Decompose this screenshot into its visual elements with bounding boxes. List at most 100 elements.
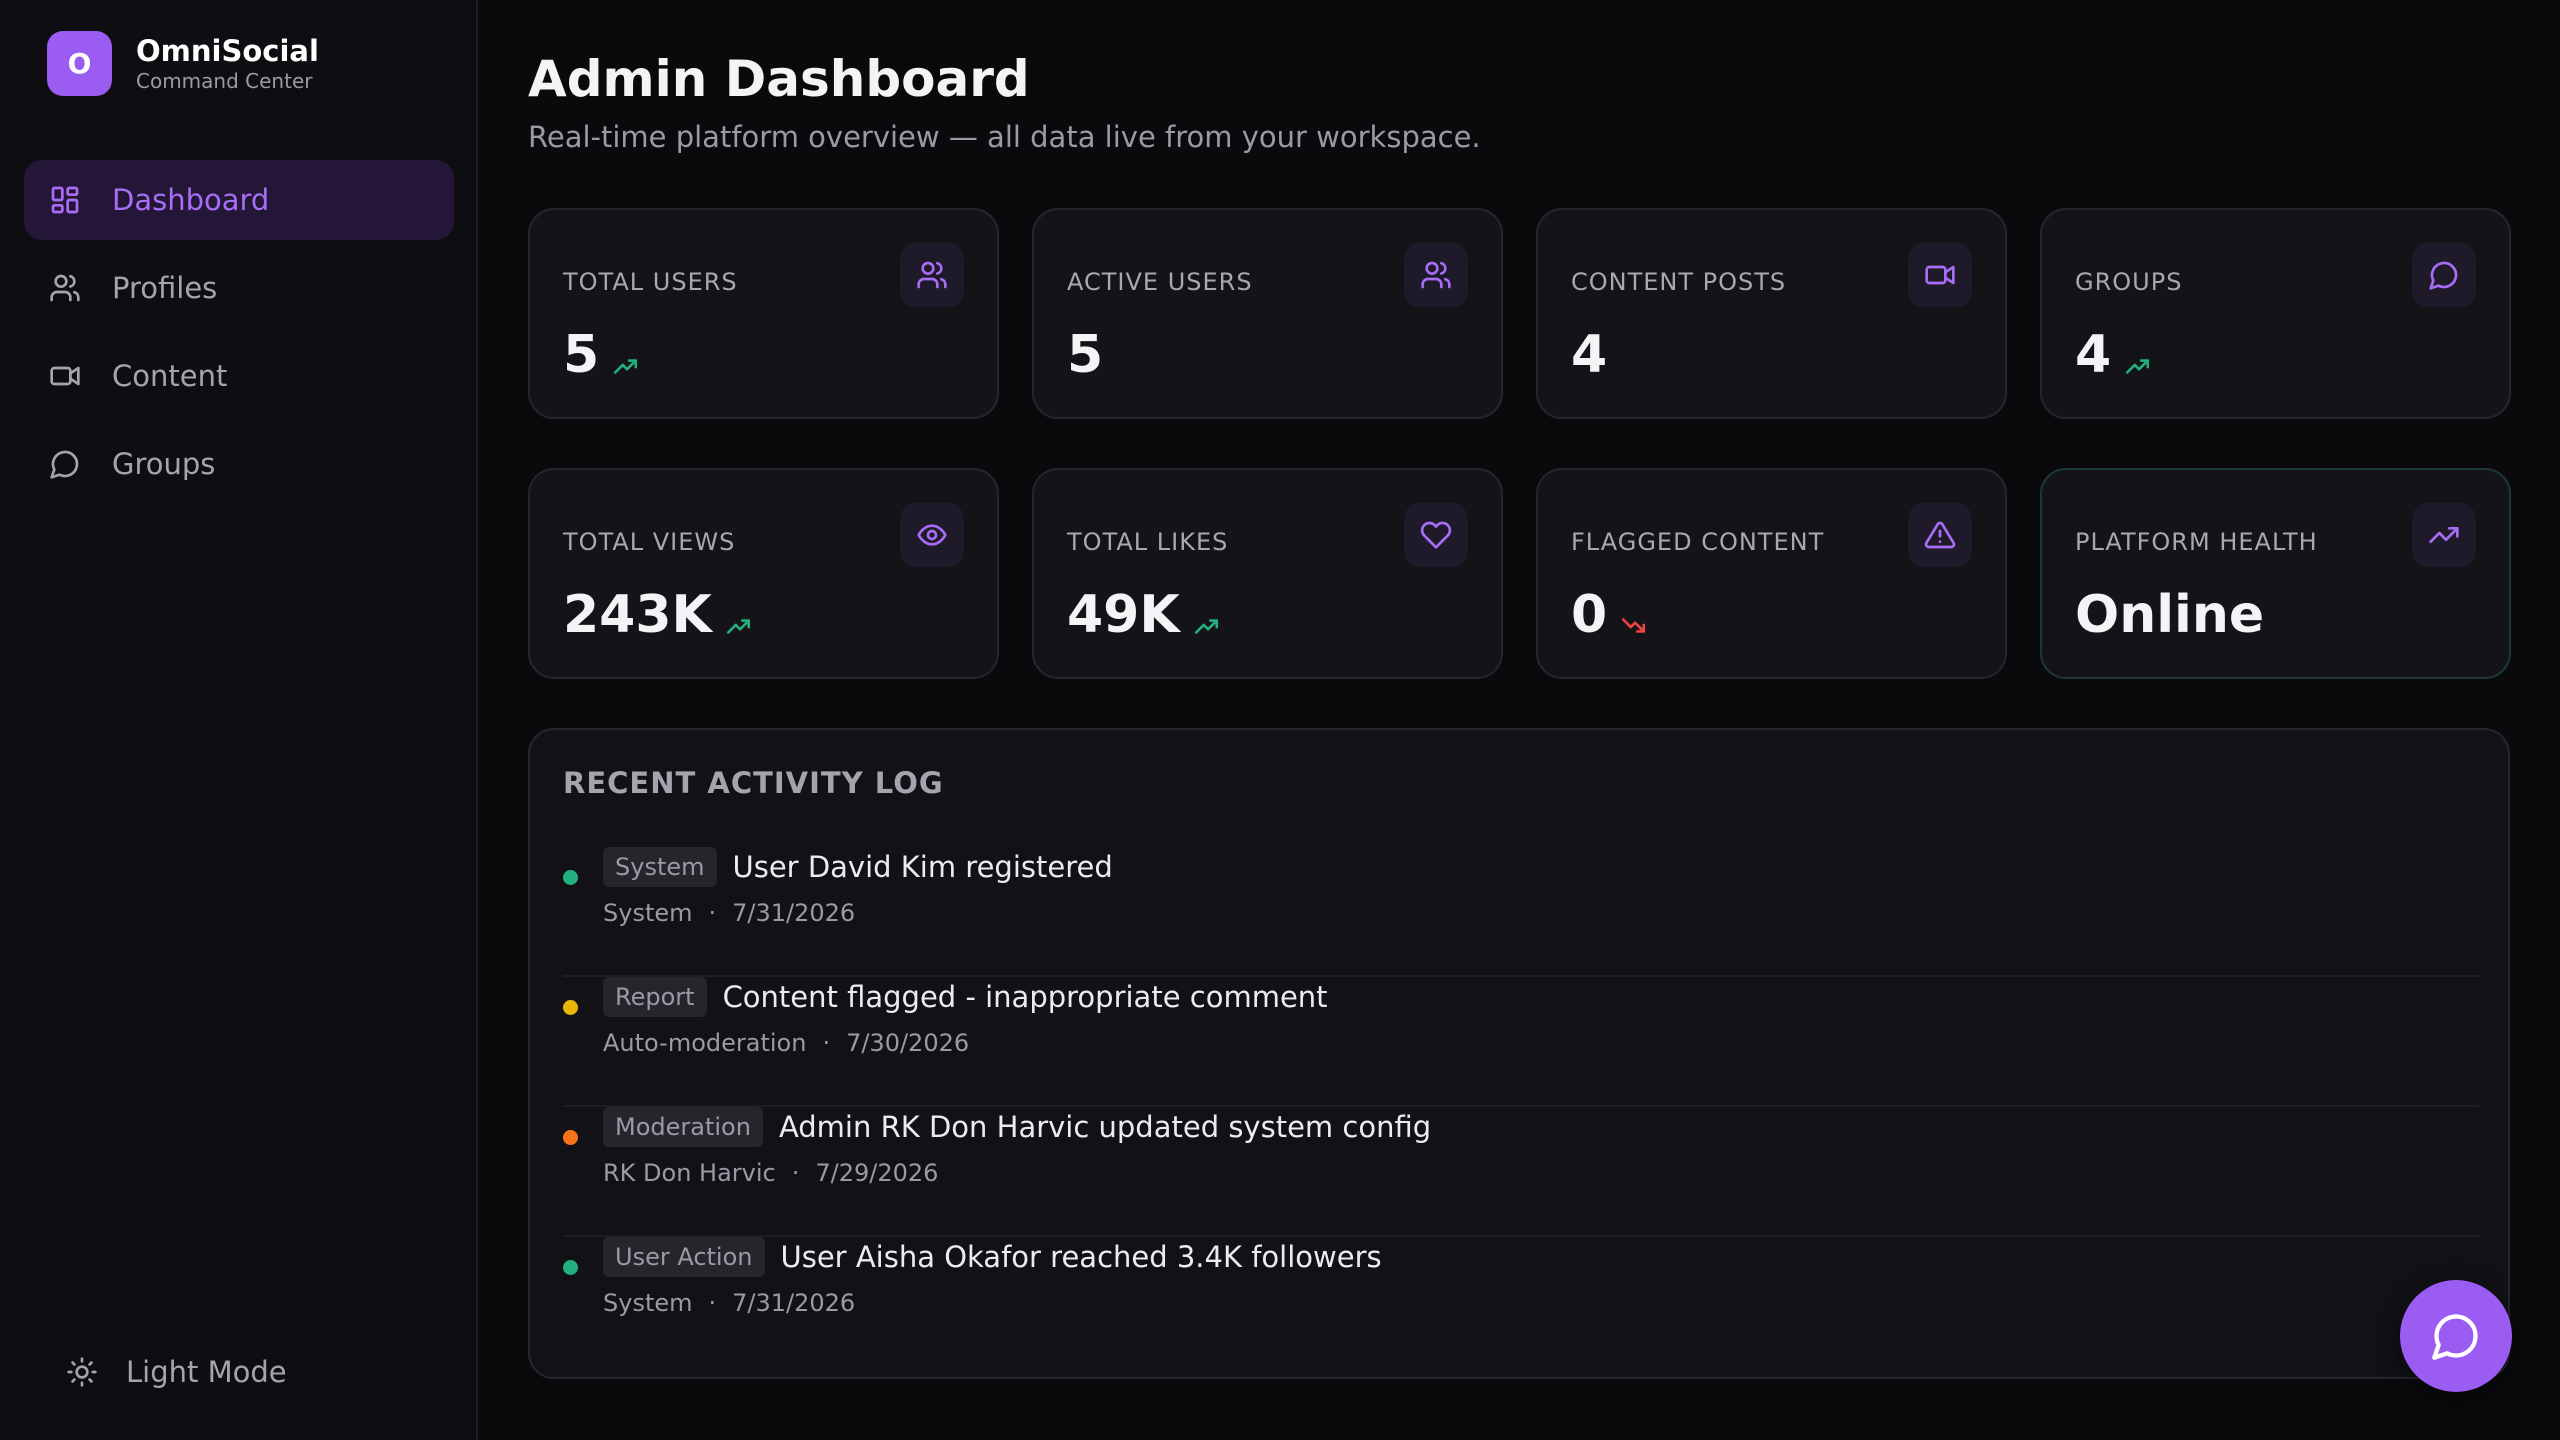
log-tag: Report [603, 977, 707, 1017]
log-line: Report Content flagged - inappropriate c… [603, 977, 1328, 1017]
log-date: 7/31/2026 [732, 1289, 856, 1317]
list-item[interactable]: System User David Kim registered System ·… [563, 847, 2479, 977]
stat-value: 5 [1067, 325, 1103, 385]
sidebar-item-profiles[interactable]: Profiles [24, 248, 454, 328]
stat-value: 5 [563, 325, 639, 385]
stat-label: Content Posts [1571, 268, 1787, 296]
log-source: RK Don Harvic [603, 1159, 776, 1187]
activity-log-list: System User David Kim registered System ·… [563, 847, 2479, 1367]
status-dot [563, 1000, 578, 1015]
stat-value-text: 0 [1571, 585, 1608, 645]
stat-label: Total Users [563, 268, 738, 296]
sun-icon [67, 1357, 97, 1387]
trend-up-icon [726, 619, 750, 634]
sidebar-item-groups[interactable]: Groups [24, 424, 454, 504]
status-dot [563, 1130, 578, 1145]
stat-card-flagged-content: Flagged Content 0 [1536, 468, 2007, 679]
stat-value: 4 [1571, 325, 1607, 385]
sidebar-item-label: Dashboard [112, 183, 270, 217]
theme-toggle-label: Light Mode [126, 1355, 287, 1389]
log-date: 7/30/2026 [846, 1029, 970, 1057]
page-title: Admin Dashboard [528, 50, 1030, 108]
stat-card-platform-health: Platform Health Online [2040, 468, 2511, 679]
alert-triangle-icon [1908, 503, 1972, 567]
activity-log-title: RECENT ACTIVITY LOG [563, 766, 944, 800]
log-message: User David Kim registered [732, 850, 1113, 884]
chat-bubble-icon [2432, 1314, 2478, 1360]
log-meta: RK Don Harvic · 7/29/2026 [603, 1159, 939, 1187]
log-message: User Aisha Okafor reached 3.4K followers [780, 1240, 1382, 1274]
stat-label: Total Views [563, 528, 736, 556]
users-icon [900, 243, 964, 307]
stat-value-text: 49K [1067, 585, 1180, 645]
log-meta: System · 7/31/2026 [603, 899, 856, 927]
log-meta: Auto-moderation · 7/30/2026 [603, 1029, 970, 1057]
stat-value: 0 [1571, 585, 1647, 645]
log-message: Content flagged - inappropriate comment [722, 980, 1328, 1014]
sidebar-item-label: Profiles [112, 271, 218, 305]
brand-text: OmniSocial Command Center [136, 34, 319, 94]
log-tag: System [603, 847, 717, 887]
log-line: Moderation Admin RK Don Harvic updated s… [603, 1107, 1431, 1147]
list-item[interactable]: Moderation Admin RK Don Harvic updated s… [563, 1107, 2479, 1237]
stat-card-content-posts: Content Posts 4 [1536, 208, 2007, 419]
brand-name: OmniSocial [136, 33, 319, 68]
log-tag: User Action [603, 1237, 765, 1277]
log-source: System [603, 899, 693, 927]
stat-label: Groups [2075, 268, 2183, 296]
trend-up-icon [2126, 359, 2150, 374]
stat-value: Online [2075, 585, 2264, 645]
brand[interactable]: O OmniSocial Command Center [47, 31, 319, 96]
users-icon [1404, 243, 1468, 307]
chat-bubble-icon [2412, 243, 2476, 307]
sidebar-item-content[interactable]: Content [24, 336, 454, 416]
stat-value-text: 4 [2075, 325, 2112, 385]
trending-up-icon [2412, 503, 2476, 567]
brand-subtitle: Command Center [136, 68, 313, 93]
trend-up-icon [1194, 619, 1218, 634]
chat-fab-button[interactable] [2400, 1280, 2512, 1392]
stat-label: Active Users [1067, 268, 1253, 296]
activity-log-panel: RECENT ACTIVITY LOG System User David Ki… [528, 728, 2510, 1379]
log-line: User Action User Aisha Okafor reached 3.… [603, 1237, 1382, 1277]
stat-value-text: 5 [1067, 325, 1104, 385]
stat-card-active-users: Active Users 5 [1032, 208, 1503, 419]
trend-up-icon [614, 359, 638, 374]
eye-icon [900, 503, 964, 567]
stat-card-groups: Groups 4 [2040, 208, 2511, 419]
brand-logo: O [47, 31, 112, 96]
log-date: 7/29/2026 [815, 1159, 939, 1187]
log-line: System User David Kim registered [603, 847, 1113, 887]
stat-card-total-users: Total Users 5 [528, 208, 999, 419]
stat-value-text: 243K [563, 585, 712, 645]
log-meta: System · 7/31/2026 [603, 1289, 856, 1317]
list-item[interactable]: User Action User Aisha Okafor reached 3.… [563, 1237, 2479, 1367]
dashboard-icon [48, 183, 82, 217]
sidebar: O OmniSocial Command Center Dashboard Pr… [0, 0, 478, 1440]
status-dot [563, 1260, 578, 1275]
stat-value-text: Online [2075, 585, 2265, 645]
chat-bubble-icon [48, 447, 82, 481]
log-tag: Moderation [603, 1107, 763, 1147]
log-source: Auto-moderation [603, 1029, 807, 1057]
stat-value: 4 [2075, 325, 2151, 385]
trend-down-icon [1622, 618, 1646, 633]
stat-value-text: 4 [1571, 325, 1608, 385]
theme-toggle-button[interactable]: Light Mode [66, 1355, 287, 1389]
sidebar-item-label: Content [112, 359, 228, 393]
list-item[interactable]: Report Content flagged - inappropriate c… [563, 977, 2479, 1107]
stat-value: 49K [1067, 585, 1220, 645]
sidebar-item-label: Groups [112, 447, 216, 481]
page-subtitle: Real-time platform overview — all data l… [528, 120, 1481, 154]
stat-value-text: 5 [563, 325, 600, 385]
status-dot [563, 870, 578, 885]
users-icon [48, 271, 82, 305]
stat-card-total-views: Total Views 243K [528, 468, 999, 679]
heart-icon [1404, 503, 1468, 567]
stat-label: Total Likes [1067, 528, 1229, 556]
log-message: Admin RK Don Harvic updated system confi… [778, 1110, 1432, 1144]
video-icon [48, 359, 82, 393]
stat-label: Flagged Content [1571, 528, 1825, 556]
sidebar-item-dashboard[interactable]: Dashboard [24, 160, 454, 240]
